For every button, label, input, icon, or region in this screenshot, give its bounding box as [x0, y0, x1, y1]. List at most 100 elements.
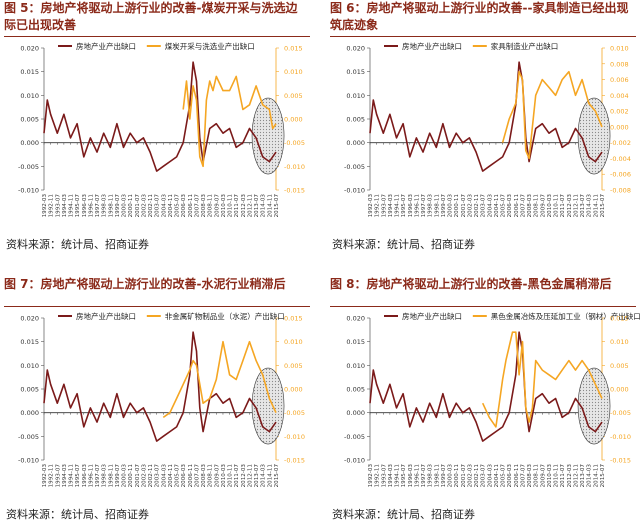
x-tick-label: 2012-03 [241, 194, 247, 218]
right-tick-label: 0.010 [610, 45, 629, 53]
x-tick-label: 2004-03 [487, 464, 493, 488]
legend-label: 房地产业产出缺口 [402, 311, 462, 321]
left-tick-label: 0.015 [346, 68, 365, 76]
x-tick-label: 1996-11 [414, 194, 420, 218]
x-tick-label: 2006-11 [514, 464, 520, 488]
series-line-industry [162, 340, 277, 419]
chart-title: 图 7：房地产将驱动上游行业的改善-水泥行业稍滞后 [4, 277, 286, 291]
x-tick-label: 1995-07 [75, 464, 81, 488]
x-tick-label: 2000-03 [448, 464, 454, 488]
chart-title: 图 6：房地产将驱动上游行业的改善--家具制造已经出现筑底迹象 [330, 1, 629, 32]
left-tick-label: 0.020 [346, 315, 365, 323]
x-tick-label: 1996-11 [414, 464, 420, 488]
x-tick-label: 1997-07 [421, 194, 427, 218]
x-tick-label: 2012-11 [573, 464, 579, 488]
x-tick-label: 1992-03 [368, 194, 374, 218]
right-tick-label: 0.000 [284, 386, 303, 394]
series-line-real-estate [43, 331, 277, 442]
x-tick-label: 2012-11 [247, 194, 253, 218]
x-tick-label: 2007-07 [520, 194, 526, 218]
x-tick-label: 2010-03 [547, 194, 553, 218]
x-tick-label: 2000-11 [454, 194, 460, 218]
right-tick-label: 0.002 [610, 108, 629, 116]
legend-label: 房地产业产出缺口 [76, 41, 136, 51]
x-tick-label: 2014-11 [267, 464, 273, 488]
x-tick-label: 2004-03 [487, 194, 493, 218]
left-tick-label: 0.015 [346, 338, 365, 346]
x-tick-label: 2014-11 [593, 464, 599, 488]
x-tick-label: 2015-07 [274, 194, 280, 218]
legend-label: 家具制造业产出缺口 [491, 41, 559, 51]
x-tick-label: 1994-11 [395, 194, 401, 218]
x-tick-label: 1994-11 [69, 464, 75, 488]
x-tick-label: 2003-07 [481, 464, 487, 488]
x-tick-label: 1999-07 [441, 464, 447, 488]
x-tick-label: 1999-07 [115, 464, 121, 488]
series-line-real-estate [369, 61, 603, 172]
right-tick-label: 0.004 [610, 92, 629, 100]
left-tick-label: 0.020 [20, 315, 39, 323]
x-tick-label: 2010-03 [547, 464, 553, 488]
legend-label: 房地产业产出缺口 [402, 41, 462, 51]
left-tick-label: -0.010 [18, 457, 39, 465]
right-tick-label: -0.002 [610, 139, 631, 147]
x-tick-label: 1998-11 [434, 464, 440, 488]
x-tick-label: 2007-07 [194, 464, 200, 488]
right-tick-label: -0.005 [284, 139, 305, 147]
chart-panel-5: 图 5：房地产将驱动上游行业的改善-煤炭开采与洗选边际已出现改善 0.020 0.… [4, 0, 314, 262]
chart-panel-6: 图 6：房地产将驱动上游行业的改善--家具制造已经出现筑底迹象 0.020 0.0… [330, 0, 640, 262]
x-tick-label: 2011-07 [234, 464, 240, 488]
x-tick-label: 2002-03 [141, 194, 147, 218]
x-tick-label: 1996-03 [408, 464, 414, 488]
right-tick-label: -0.004 [610, 155, 631, 163]
left-tick-label: 0.015 [20, 68, 39, 76]
x-tick-label: 1992-11 [375, 194, 381, 218]
x-tick-label: 2009-07 [214, 194, 220, 218]
right-tick-label: -0.010 [610, 433, 631, 441]
x-tick-label: 1994-03 [388, 464, 394, 488]
x-tick-label: 1996-03 [82, 194, 88, 218]
highlight-ellipse [577, 367, 611, 445]
right-tick-label: -0.010 [284, 433, 305, 441]
left-tick-label: 0.020 [20, 45, 39, 53]
x-tick-label: 2004-11 [494, 194, 500, 218]
series-line-industry [182, 75, 277, 168]
x-tick-label: 2008-11 [208, 464, 214, 488]
x-tick-label: 2001-07 [135, 194, 141, 218]
x-tick-label: 2002-03 [467, 194, 473, 218]
x-tick-label: 2000-11 [128, 464, 134, 488]
x-tick-label: 2004-11 [494, 464, 500, 488]
x-tick-label: 1992-03 [42, 194, 48, 218]
series-line-real-estate [43, 61, 277, 172]
chart-source: 资料来源：统计局、招商证券 [332, 508, 475, 521]
x-tick-label: 1999-07 [115, 194, 121, 218]
left-tick-label: -0.010 [344, 187, 365, 195]
left-tick-label: -0.005 [18, 433, 39, 441]
legend-label: 房地产业产出缺口 [76, 311, 136, 321]
x-tick-label: 2000-03 [122, 194, 128, 218]
x-tick-label: 1994-03 [62, 464, 68, 488]
x-tick-label: 2002-03 [467, 464, 473, 488]
x-tick-label: 2005-07 [175, 194, 181, 218]
x-tick-label: 2010-11 [554, 464, 560, 488]
x-tick-label: 1998-11 [434, 194, 440, 218]
right-tick-label: 0.010 [284, 338, 303, 346]
chart-source: 资料来源：统计局、招商证券 [332, 238, 475, 251]
right-tick-label: 0.000 [610, 123, 629, 131]
left-tick-label: 0.005 [346, 116, 365, 124]
x-tick-label: 2001-07 [461, 464, 467, 488]
right-tick-label: 0.000 [610, 386, 629, 394]
x-tick-label: 1995-07 [75, 194, 81, 218]
x-tick-label: 1996-11 [88, 194, 94, 218]
x-tick-label: 2008-03 [527, 194, 533, 218]
x-tick-label: 1996-11 [88, 464, 94, 488]
right-tick-label: -0.015 [610, 457, 631, 465]
x-tick-label: 2002-11 [474, 464, 480, 488]
x-tick-label: 2003-07 [155, 194, 161, 218]
x-tick-label: 1997-07 [421, 464, 427, 488]
chart-6-svg: 0.020 0.015 0.010 0.005 0.000 -0.005 -0.010 0.0… [344, 41, 631, 218]
x-tick-label: 2006-11 [514, 194, 520, 218]
x-tick-label: 2005-07 [501, 194, 507, 218]
right-tick-label: 0.008 [610, 60, 629, 68]
right-tick-label: 0.005 [284, 362, 303, 370]
